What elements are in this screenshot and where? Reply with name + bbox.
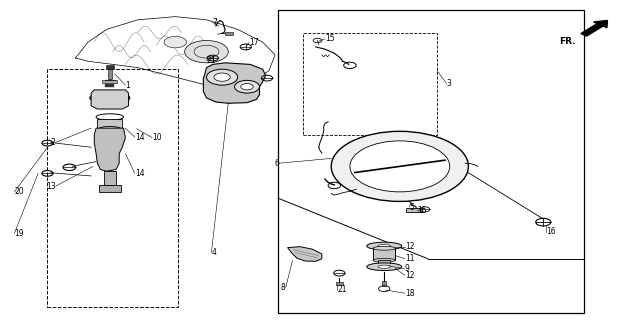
Ellipse shape [378, 265, 391, 268]
Circle shape [350, 141, 450, 192]
Circle shape [234, 80, 259, 93]
Text: 1: 1 [126, 81, 130, 90]
Bar [98, 119, 122, 128]
Ellipse shape [367, 242, 402, 250]
Text: 15: 15 [418, 206, 427, 215]
Ellipse shape [90, 92, 130, 104]
Circle shape [331, 131, 468, 201]
Bar [406, 208, 422, 212]
Circle shape [241, 84, 253, 90]
Text: 21: 21 [338, 285, 347, 294]
Text: 10: 10 [152, 133, 162, 142]
Text: 20: 20 [14, 188, 24, 196]
Text: 15: 15 [325, 35, 334, 44]
Bar [336, 282, 343, 285]
Polygon shape [288, 247, 322, 261]
Text: 8: 8 [281, 283, 286, 292]
Ellipse shape [378, 244, 391, 248]
Ellipse shape [99, 126, 121, 132]
Text: 5: 5 [409, 203, 414, 212]
Bar [106, 84, 114, 87]
Text: 9: 9 [405, 264, 409, 274]
Ellipse shape [96, 114, 124, 120]
Text: 21: 21 [206, 56, 216, 65]
Text: 7: 7 [213, 18, 218, 27]
Text: 17: 17 [249, 38, 259, 47]
Ellipse shape [373, 246, 396, 250]
Circle shape [164, 36, 186, 48]
Bar [278, 10, 584, 313]
Bar [48, 69, 178, 307]
Circle shape [184, 41, 228, 63]
Text: 12: 12 [405, 242, 414, 251]
Text: 16: 16 [546, 227, 556, 236]
Circle shape [214, 73, 230, 81]
FancyArrow shape [581, 20, 608, 36]
Text: 11: 11 [405, 254, 414, 263]
Polygon shape [203, 63, 266, 103]
Bar [225, 32, 232, 35]
Bar [99, 185, 121, 192]
Text: 14: 14 [135, 169, 144, 178]
Text: 14: 14 [135, 132, 144, 141]
Text: 12: 12 [405, 271, 414, 280]
Text: 2: 2 [51, 138, 56, 147]
Bar [106, 65, 114, 69]
Bar [382, 281, 386, 285]
Circle shape [206, 69, 238, 85]
Text: 6: 6 [274, 159, 279, 168]
Bar [378, 260, 391, 265]
Text: 3: 3 [447, 79, 451, 88]
Text: FR.: FR. [559, 37, 576, 46]
Bar [303, 33, 438, 134]
Text: 18: 18 [405, 289, 414, 298]
Bar [104, 171, 116, 186]
Text: 13: 13 [46, 182, 56, 191]
Text: 4: 4 [211, 248, 216, 257]
Ellipse shape [373, 259, 396, 262]
Bar [102, 80, 118, 83]
Bar [108, 69, 112, 79]
Polygon shape [91, 90, 129, 109]
Ellipse shape [367, 263, 402, 270]
Bar [373, 248, 396, 260]
Polygon shape [94, 128, 126, 171]
Text: 19: 19 [14, 229, 24, 238]
Ellipse shape [98, 95, 122, 101]
